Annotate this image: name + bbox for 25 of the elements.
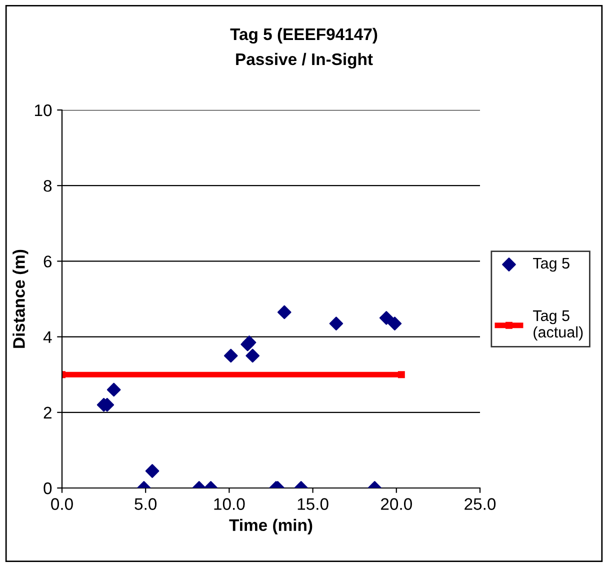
x-tick-label: 15.0 xyxy=(298,498,328,510)
y-axis-title: Distance (m) xyxy=(12,250,28,348)
y-tick-label: 8 xyxy=(44,180,52,192)
point xyxy=(277,305,292,320)
x-tick-label: 0.0 xyxy=(51,498,73,510)
y-tick-label: 0 xyxy=(44,482,52,494)
point xyxy=(379,310,394,325)
chart-subtitle: Passive / In-Sight xyxy=(236,52,373,69)
point xyxy=(246,348,260,363)
x-tick-label: 10.0 xyxy=(214,498,245,510)
y-tick-label: 4 xyxy=(43,331,52,343)
legend-label: Tag 5 (actual) xyxy=(533,310,583,341)
x-tick-label: 20.0 xyxy=(381,498,412,510)
point xyxy=(329,316,344,330)
x-tick-label: 5.0 xyxy=(134,498,157,510)
point xyxy=(388,316,402,330)
y-tick-label: 2 xyxy=(44,406,52,418)
y-tick-label: 10 xyxy=(35,104,52,116)
point xyxy=(224,348,238,363)
point xyxy=(106,382,121,397)
legend-label: Tag 5 xyxy=(533,258,570,272)
x-axis-title: Time (min) xyxy=(229,518,312,534)
chart-title: Tag 5 (EEEF94147) xyxy=(230,28,378,44)
y-tick-label: 6 xyxy=(44,256,52,268)
x-tick-label: 25.0 xyxy=(464,498,496,510)
